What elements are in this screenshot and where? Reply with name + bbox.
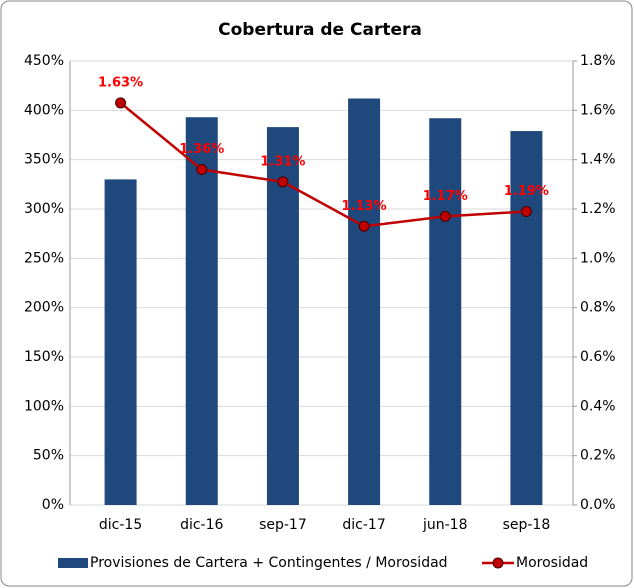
y-tick-label: 150% (24, 349, 64, 365)
y2-tick-label: 0.6% (580, 349, 616, 365)
y2-tick-label: 0.2% (580, 448, 616, 464)
y-tick-label: 0% (42, 497, 64, 513)
legend-swatch (492, 557, 504, 569)
marker (520, 205, 532, 217)
y2-tick-label: 1.6% (580, 102, 616, 118)
data-label: 1.36% (179, 142, 224, 157)
data-label: 1.19% (504, 184, 549, 199)
x-tick-label: dic-17 (342, 517, 385, 533)
y2-tick-label: 1.0% (580, 250, 616, 266)
x-tick-label: jun-18 (422, 517, 468, 533)
marker (115, 97, 127, 109)
x-tick-label: sep-18 (503, 517, 551, 533)
bar (429, 118, 462, 505)
y2-tick-label: 1.4% (580, 152, 616, 168)
data-label: 1.17% (423, 189, 468, 204)
data-label: 1.63% (98, 75, 143, 90)
bar (185, 117, 218, 506)
legend-label: Morosidad (516, 555, 588, 571)
bar (348, 98, 381, 505)
marker (277, 176, 289, 188)
x-tick-label: sep-17 (259, 517, 307, 533)
marker (439, 210, 451, 222)
y2-tick-label: 0.4% (580, 398, 616, 414)
chart-title: Cobertura de Cartera (218, 20, 422, 40)
y2-tick-label: 0.8% (580, 300, 616, 316)
data-label: 1.13% (342, 199, 387, 214)
data-label: 1.31% (260, 154, 305, 169)
marker (358, 220, 370, 232)
y-tick-label: 200% (24, 300, 64, 316)
y-tick-label: 100% (24, 398, 64, 414)
bar (266, 127, 299, 506)
line (119, 101, 527, 228)
y-tick-label: 250% (24, 250, 64, 266)
y2-tick-label: 1.8% (580, 53, 616, 69)
y-tick-label: 400% (24, 102, 64, 118)
y-tick-label: 450% (24, 53, 64, 69)
legend-swatch (58, 558, 88, 568)
x-tick-label: dic-15 (99, 517, 142, 533)
y-tick-label: 300% (24, 201, 64, 217)
y-tick-label: 350% (24, 152, 64, 168)
bar (510, 131, 543, 505)
y2-tick-label: 1.2% (580, 201, 616, 217)
bar (104, 179, 137, 505)
marker (196, 164, 208, 176)
y2-tick-label: 0.0% (580, 497, 616, 513)
y-tick-label: 50% (33, 448, 64, 464)
x-tick-label: dic-16 (180, 517, 223, 533)
legend-label: Provisiones de Cartera + Contingentes / … (90, 555, 448, 571)
